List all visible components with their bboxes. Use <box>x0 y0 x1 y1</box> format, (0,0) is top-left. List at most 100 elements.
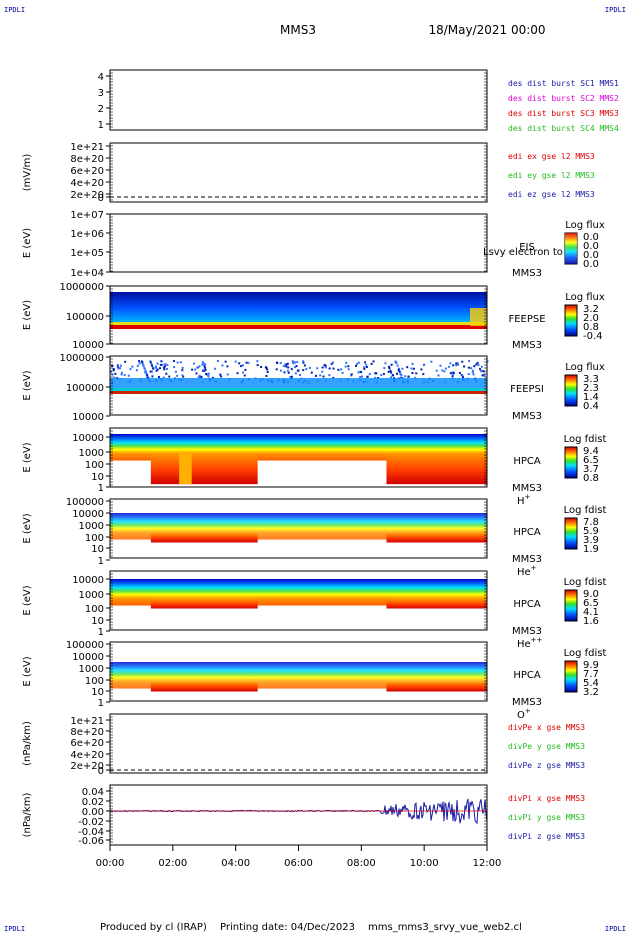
feepsi-dot <box>162 376 165 379</box>
legend-entry: des dist burst SC1 MMS1 <box>508 79 619 88</box>
feepsi-dot <box>151 375 154 378</box>
feepsi-dot <box>399 373 402 376</box>
feepsi-dot <box>324 366 327 369</box>
feepsi-dot <box>238 362 241 365</box>
feepsi-dot <box>387 370 390 373</box>
legend-entry: divPe y gse MMS3 <box>508 742 585 751</box>
feepsi-dot <box>162 366 165 369</box>
feepsi-dot <box>156 368 159 371</box>
ion-charge: + <box>525 493 531 501</box>
x-tick-label: 08:00 <box>347 858 376 869</box>
y-tick-label: 100000 <box>66 497 104 508</box>
y-tick-label: 1 <box>98 627 104 638</box>
feepsi-dot <box>112 367 115 370</box>
feepsi-dot <box>245 361 248 364</box>
feepsi-dot <box>314 374 317 377</box>
feepsi-dot <box>194 368 197 371</box>
feepsi-dot <box>380 374 383 377</box>
y-tick-label: 10 <box>91 544 104 555</box>
feepsi-dot <box>117 367 120 370</box>
feepsi-dot <box>363 367 366 370</box>
feepsi-dot <box>357 361 360 364</box>
feepsi-dot <box>394 360 397 363</box>
feepsi-dot <box>296 361 299 364</box>
y-tick-label: 10 <box>91 687 104 698</box>
feepsi-dot <box>400 376 403 379</box>
feepsi-dot <box>196 366 199 369</box>
feepsi-dot <box>468 360 471 363</box>
colorbar-title: Log flux <box>565 362 605 373</box>
x-tick-label: 12:00 <box>473 858 502 869</box>
y-tick-label: 1e+05 <box>70 248 104 259</box>
feepsi-dot <box>149 370 152 373</box>
x-tick-label: 00:00 <box>96 858 125 869</box>
colorbar <box>564 589 578 622</box>
feepsi-dot <box>377 376 380 379</box>
feepsi-dot <box>480 365 483 368</box>
feepsi-dot <box>145 372 148 375</box>
panel-frame <box>109 285 488 345</box>
feepsi-dot <box>166 367 169 370</box>
feepsi-dot <box>244 368 247 371</box>
colorbar-tick-label: 0.0 <box>583 259 599 270</box>
feepsi-dot <box>114 372 117 375</box>
y-tick-label: 100000 <box>66 640 104 651</box>
panels: 4 3 2 1 des dist burst SC1 MMS1 des dist burs… <box>22 69 619 847</box>
printing-date: Printing date: 04/Dec/2023 <box>220 922 355 933</box>
feepsi-dot <box>295 365 298 368</box>
feepsi-dot <box>293 366 296 369</box>
feepsi-dot <box>150 363 153 366</box>
colorbar-title: Log fdist <box>564 434 607 445</box>
colorbar-tick-label: 3.2 <box>583 304 599 315</box>
x-tick-label: 10:00 <box>410 858 439 869</box>
feepsi-dot <box>290 368 293 371</box>
panel-p3: 1e+07 1e+06 1e+05 1e+04 E (eV) EIS MMS3 Lsvy el… <box>22 210 605 279</box>
y-axis-label: E (eV) <box>22 370 33 400</box>
feepsi-dot <box>283 365 286 368</box>
colorbar <box>564 660 578 693</box>
hpca-hot-region <box>386 533 487 543</box>
feepsi-dot <box>374 376 377 379</box>
feepsi-dot <box>205 373 208 376</box>
y-tick-label: 4e+20 <box>70 178 104 189</box>
hpca-hot-region <box>386 454 487 485</box>
feepsi-dot <box>332 367 335 370</box>
y-tick-label: 100 <box>85 533 104 544</box>
feepsi-dot <box>422 363 425 366</box>
y-tick-label: 10000 <box>72 652 104 663</box>
y-axis-label: E (eV) <box>22 228 33 258</box>
feepsi-dot <box>395 372 398 375</box>
feepsi-dot <box>279 361 282 364</box>
feepsi-dot <box>161 363 164 366</box>
feepsi-dot <box>138 360 141 363</box>
feepsi-dot <box>242 364 245 367</box>
feepsi-dot <box>240 365 243 368</box>
y-tick-label: 10000 <box>72 509 104 520</box>
feepsi-dot <box>470 367 473 370</box>
feepsi-dot <box>142 363 145 366</box>
feepsi-dot <box>321 366 324 369</box>
y-tick-label: 100 <box>85 676 104 687</box>
feepsi-dot <box>285 365 288 368</box>
feepsi-dot <box>193 362 196 365</box>
y-tick-label: 8e+20 <box>70 154 104 165</box>
y-tick-label: 0.00 <box>82 807 104 818</box>
date-title: 18/May/2021 00:00 <box>428 23 545 37</box>
feepsi-dot <box>164 365 167 368</box>
colorbar-tick-label: 9.0 <box>583 589 599 600</box>
feepsi-dot <box>197 376 200 379</box>
feepsi-dot <box>224 360 227 363</box>
feepsi-dot <box>331 361 334 364</box>
feepsi-dot <box>221 364 224 367</box>
feepsi-dot <box>163 368 166 371</box>
feepsi-dot <box>356 362 359 365</box>
colorbar-tick-label: 4.1 <box>583 607 599 618</box>
feepsi-dot <box>461 374 464 377</box>
panel-frame <box>109 69 488 131</box>
feepsi-dot <box>452 371 455 374</box>
colorbar-title: Log fdist <box>564 577 607 588</box>
feepsi-dot <box>119 364 122 367</box>
feepsi-dot <box>290 375 293 378</box>
feepsi-dot <box>120 371 123 374</box>
